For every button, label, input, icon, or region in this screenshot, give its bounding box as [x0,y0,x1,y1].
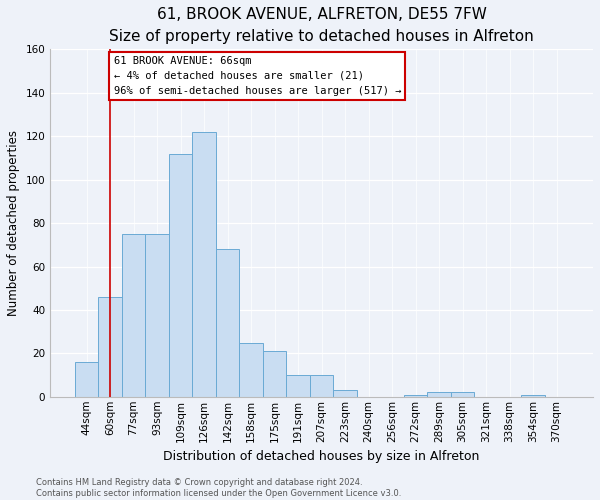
Bar [169,154,193,397]
Bar [145,234,169,397]
Bar [427,392,451,397]
Y-axis label: Number of detached properties: Number of detached properties [7,130,20,316]
Bar [310,375,334,397]
Bar [263,351,286,397]
Title: 61, BROOK AVENUE, ALFRETON, DE55 7FW
Size of property relative to detached house: 61, BROOK AVENUE, ALFRETON, DE55 7FW Siz… [109,7,534,44]
Bar [216,249,239,397]
Text: 61 BROOK AVENUE: 66sqm
← 4% of detached houses are smaller (21)
96% of semi-deta: 61 BROOK AVENUE: 66sqm ← 4% of detached … [113,56,401,96]
Bar [521,394,545,397]
Bar [451,392,475,397]
Bar [193,132,216,397]
Bar [404,394,427,397]
Bar [239,342,263,397]
Bar [98,297,122,397]
Bar [334,390,357,397]
X-axis label: Distribution of detached houses by size in Alfreton: Distribution of detached houses by size … [163,450,480,463]
Bar [286,375,310,397]
Bar [75,362,98,397]
Text: Contains HM Land Registry data © Crown copyright and database right 2024.
Contai: Contains HM Land Registry data © Crown c… [36,478,401,498]
Bar [122,234,145,397]
